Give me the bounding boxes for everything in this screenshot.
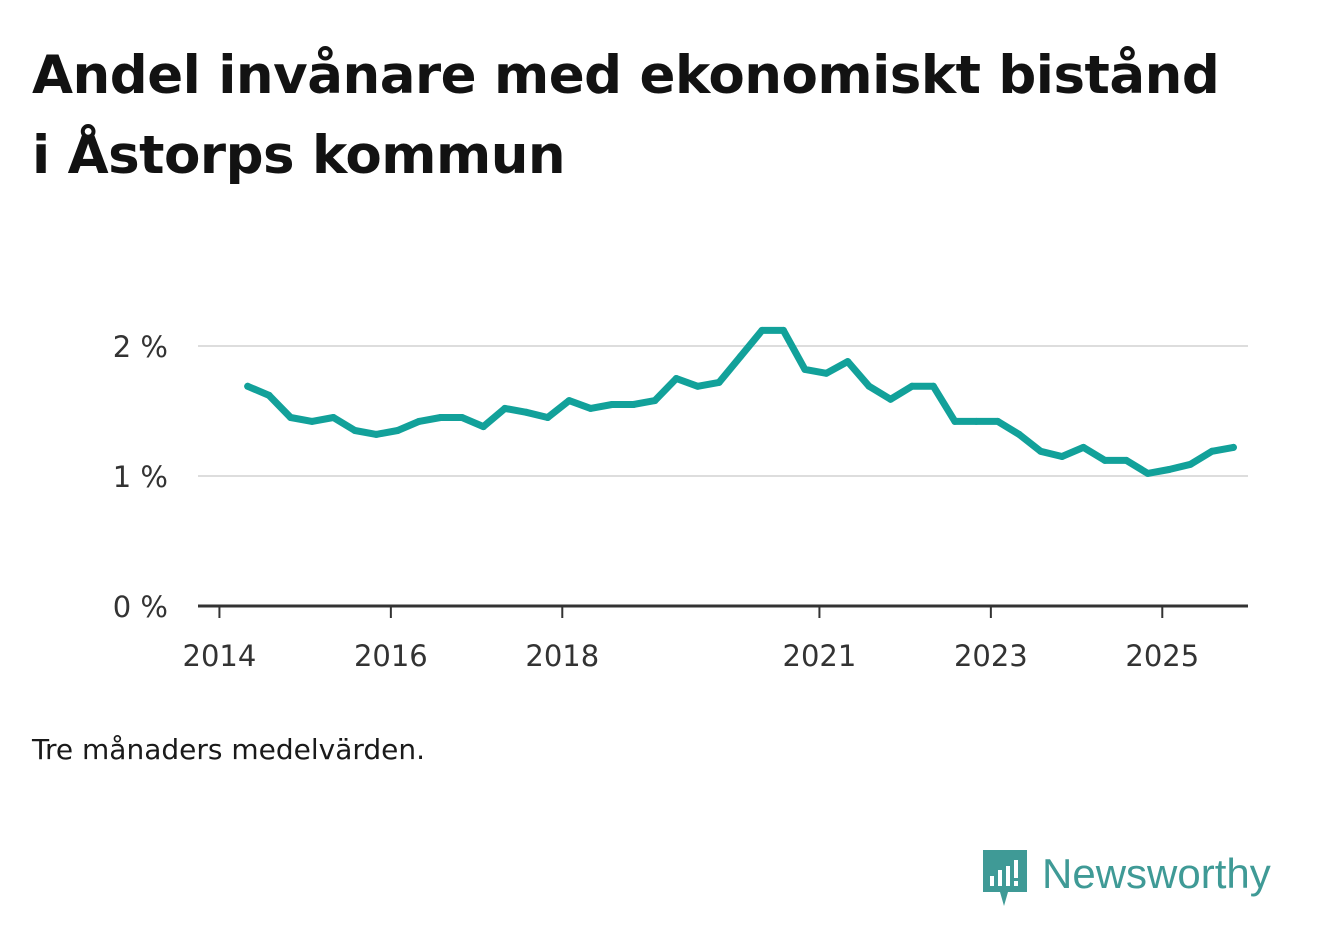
data-point xyxy=(994,417,1002,425)
footnote: Tre månaders medelvärden. xyxy=(32,733,426,766)
data-point xyxy=(565,397,573,405)
y-tick-label: 1 % xyxy=(113,460,168,494)
chart-title: Andel invånare med ekonomiskt bistånd i … xyxy=(32,45,1220,186)
data-point xyxy=(287,414,295,421)
grid-lines xyxy=(198,345,1248,477)
data-point xyxy=(651,397,659,405)
data-point xyxy=(1165,466,1173,473)
data-point xyxy=(737,352,745,360)
data-point xyxy=(779,326,787,334)
x-tick-label: 2014 xyxy=(183,639,257,673)
x-tick-label: 2016 xyxy=(354,639,428,673)
data-point xyxy=(1101,456,1109,464)
data-point xyxy=(865,382,873,390)
data-point xyxy=(244,382,252,390)
data-point xyxy=(801,365,809,373)
data-point xyxy=(351,427,359,434)
brand-logo[interactable]: Newsworthy xyxy=(980,848,1271,910)
data-point xyxy=(694,382,702,390)
data-point xyxy=(1229,443,1237,451)
x-tick-label: 2021 xyxy=(783,639,857,673)
x-tick-label: 2018 xyxy=(525,639,599,673)
data-point xyxy=(265,391,273,399)
data-point xyxy=(394,427,402,434)
data-point xyxy=(822,369,830,377)
data-point xyxy=(544,414,552,421)
data-point xyxy=(929,382,937,390)
data-point xyxy=(908,382,916,390)
line-chart: 0 % 1 % 2 % 2014 2016 2018 2021 2023 2025 xyxy=(113,326,1248,673)
x-tick-label: 2025 xyxy=(1125,639,1199,673)
data-point xyxy=(437,414,445,421)
data-point xyxy=(672,375,680,382)
newsworthy-logo-icon xyxy=(983,850,1027,906)
data-point xyxy=(479,423,487,431)
data-point xyxy=(1208,447,1216,455)
brand-name: Newsworthy xyxy=(1042,850,1271,897)
data-point xyxy=(951,417,959,425)
data-point xyxy=(1079,443,1087,451)
data-point xyxy=(372,430,380,438)
data-point xyxy=(1122,456,1130,464)
x-tick-label: 2023 xyxy=(954,639,1028,673)
data-point xyxy=(629,401,637,408)
series-line-0 xyxy=(244,326,1237,477)
data-point xyxy=(844,358,852,366)
y-tick-label: 2 % xyxy=(113,330,168,364)
data-point xyxy=(1058,453,1066,460)
data-point xyxy=(329,414,337,421)
data-point xyxy=(522,408,530,416)
data-point xyxy=(415,417,423,425)
data-point xyxy=(1037,447,1045,455)
y-axis-labels: 0 % 1 % 2 % xyxy=(113,330,168,624)
data-point xyxy=(587,404,595,412)
series-layer xyxy=(244,326,1237,477)
y-tick-label: 0 % xyxy=(113,590,168,624)
data-point xyxy=(608,401,616,408)
data-point xyxy=(501,404,509,412)
data-point xyxy=(1144,469,1152,477)
data-point xyxy=(887,395,895,403)
data-point xyxy=(758,326,766,334)
data-point xyxy=(715,378,723,386)
data-point xyxy=(308,417,316,425)
data-point xyxy=(972,417,980,425)
data-point xyxy=(1187,460,1195,468)
data-point xyxy=(458,414,466,421)
x-axis-ticks: 2014 2016 2018 2021 2023 2025 xyxy=(183,606,1199,673)
data-point xyxy=(1015,430,1023,438)
